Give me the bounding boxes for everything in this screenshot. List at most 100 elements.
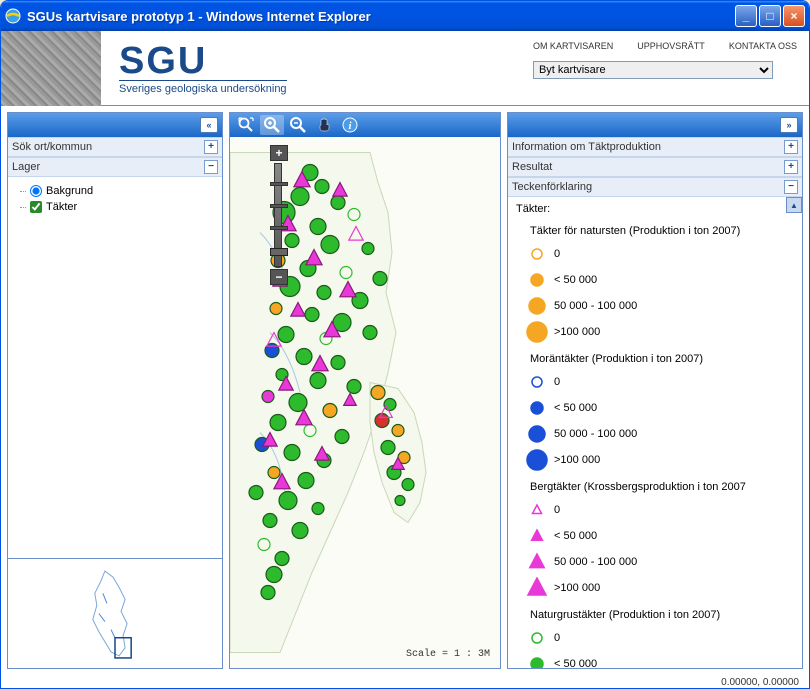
legend-item-label: >100 000 [554, 454, 600, 466]
window-title: SGUs kartvisare prototyp 1 - Windows Int… [27, 9, 735, 24]
legend-item: < 50 000 [516, 267, 794, 293]
legend-item-label: 50 000 - 100 000 [554, 300, 637, 312]
legend-group-title: Naturgrustäkter (Produktion i ton 2007) [516, 609, 794, 621]
left-panel: « Sök ort/kommun + Lager − Bakgrund [7, 112, 223, 669]
legend-item: >100 000 [516, 575, 794, 601]
legend-item-label: >100 000 [554, 326, 600, 338]
titlebar: SGUs kartvisare prototyp 1 - Windows Int… [1, 1, 809, 31]
coordinates-readout: 0.00000, 0.00000 [1, 675, 809, 688]
app-window: SGUs kartvisare prototyp 1 - Windows Int… [0, 0, 810, 689]
legend-symbol [526, 653, 548, 668]
legend-symbol [526, 449, 548, 471]
right-panel: » Information om Täktproduktion + Result… [507, 112, 803, 669]
window-buttons: _ □ × [735, 5, 805, 27]
legend-item: < 50 000 [516, 395, 794, 421]
legend-symbol [526, 243, 548, 265]
map-panel: i + [229, 112, 501, 669]
collapse-left-button[interactable]: « [200, 117, 218, 133]
ie-icon [5, 8, 21, 24]
legend-group: Bergtäkter (Krossbergsproduktion i ton 2… [516, 481, 794, 601]
legend-item: >100 000 [516, 447, 794, 473]
right-body: Information om Täktproduktion + Resultat… [508, 137, 802, 668]
info-section-header[interactable]: Information om Täktproduktion + [508, 137, 802, 157]
map-switcher-select[interactable]: Byt kartvisare [533, 61, 773, 79]
legend-item: 50 000 - 100 000 [516, 421, 794, 447]
legend-item-label: 0 [554, 376, 560, 388]
legend-heading: Täkter: [516, 203, 794, 215]
zoom-plus-button[interactable]: + [270, 145, 288, 161]
legend-symbol [526, 269, 548, 291]
layer-label: Täkter [46, 201, 77, 213]
legend-item-label: 0 [554, 248, 560, 260]
legend-symbol [526, 499, 548, 521]
search-section-title: Sök ort/kommun [12, 141, 204, 153]
result-section-header[interactable]: Resultat + [508, 157, 802, 177]
zoom-extent-tool[interactable] [234, 115, 258, 135]
collapse-right-button[interactable]: » [780, 117, 798, 133]
info-section-title: Information om Täktproduktion [512, 141, 784, 153]
logo-text: SGU [119, 42, 287, 80]
legend-item: 0 [516, 497, 794, 523]
legend-item-label: 0 [554, 504, 560, 516]
legend-item-label: 50 000 - 100 000 [554, 556, 637, 568]
zoom-in-tool[interactable] [260, 115, 284, 135]
pan-tool[interactable] [312, 115, 336, 135]
close-button[interactable]: × [783, 5, 805, 27]
collapse-layers-button[interactable]: − [204, 160, 218, 174]
info-tool[interactable]: i [338, 115, 362, 135]
link-about[interactable]: OM KARTVISAREN [533, 41, 613, 51]
legend-symbol [526, 371, 548, 393]
layer-item-background[interactable]: Bakgrund [12, 183, 218, 199]
maximize-button[interactable]: □ [759, 5, 781, 27]
layers-section-title: Lager [12, 161, 204, 173]
legend-symbol [526, 295, 548, 317]
legend-item: 0 [516, 369, 794, 395]
legend-section-header[interactable]: Teckenförklaring − [508, 177, 802, 197]
search-section-header[interactable]: Sök ort/kommun + [8, 137, 222, 157]
legend-item-label: < 50 000 [554, 402, 597, 414]
collapse-legend-button[interactable]: − [784, 180, 798, 194]
expand-search-button[interactable]: + [204, 140, 218, 154]
layer-label: Bakgrund [46, 185, 93, 197]
legend-item-label: < 50 000 [554, 274, 597, 286]
overview-map[interactable] [8, 558, 222, 668]
zoom-tick [270, 226, 288, 230]
overview-svg [12, 563, 218, 664]
zoom-minus-button[interactable]: − [270, 269, 288, 285]
legend-item-label: < 50 000 [554, 530, 597, 542]
legend-group-title: Täkter för natursten (Produktion i ton 2… [516, 225, 794, 237]
legend-item-label: 0 [554, 632, 560, 644]
legend-item: < 50 000 [516, 651, 794, 668]
layer-item-takter[interactable]: Täkter [12, 199, 218, 215]
legend-symbol [526, 525, 548, 547]
logo-tagline: Sveriges geologiska undersökning [119, 80, 287, 95]
zoom-slider: + − [270, 145, 286, 285]
scroll-up-icon[interactable]: ▲ [786, 197, 802, 213]
legend-item-label: < 50 000 [554, 658, 597, 668]
legend-group: Moräntäkter (Produktion i ton 2007) 0 < 50… [516, 353, 794, 473]
zoom-thumb[interactable] [270, 248, 288, 256]
link-contact[interactable]: KONTAKTA OSS [729, 41, 797, 51]
legend-item: 50 000 - 100 000 [516, 293, 794, 319]
map-toolbar: i [230, 113, 500, 137]
layer-radio-background[interactable] [30, 185, 42, 197]
expand-result-button[interactable]: + [784, 160, 798, 174]
scale-text: Scale = 1 : 3M [406, 649, 490, 660]
header-texture [1, 31, 101, 106]
legend-symbol [526, 627, 548, 649]
header-links: OM KARTVISAREN UPPHOVSRÄTT KONTAKTA OSS [533, 41, 797, 51]
header-right: OM KARTVISAREN UPPHOVSRÄTT KONTAKTA OSS … [533, 41, 797, 79]
layer-list: Bakgrund Täkter [8, 177, 222, 221]
zoom-track[interactable] [274, 163, 282, 267]
layer-checkbox-takter[interactable] [30, 201, 42, 213]
minimize-button[interactable]: _ [735, 5, 757, 27]
expand-info-button[interactable]: + [784, 140, 798, 154]
legend-group-title: Moräntäkter (Produktion i ton 2007) [516, 353, 794, 365]
map-view[interactable]: + − Scale = 1 : 3M [230, 137, 500, 668]
layers-section-header[interactable]: Lager − [8, 157, 222, 177]
legend-item-label: >100 000 [554, 582, 600, 594]
right-toolbar: » [508, 113, 802, 137]
link-copyright[interactable]: UPPHOVSRÄTT [637, 41, 705, 51]
legend-item: 50 000 - 100 000 [516, 549, 794, 575]
zoom-out-tool[interactable] [286, 115, 310, 135]
